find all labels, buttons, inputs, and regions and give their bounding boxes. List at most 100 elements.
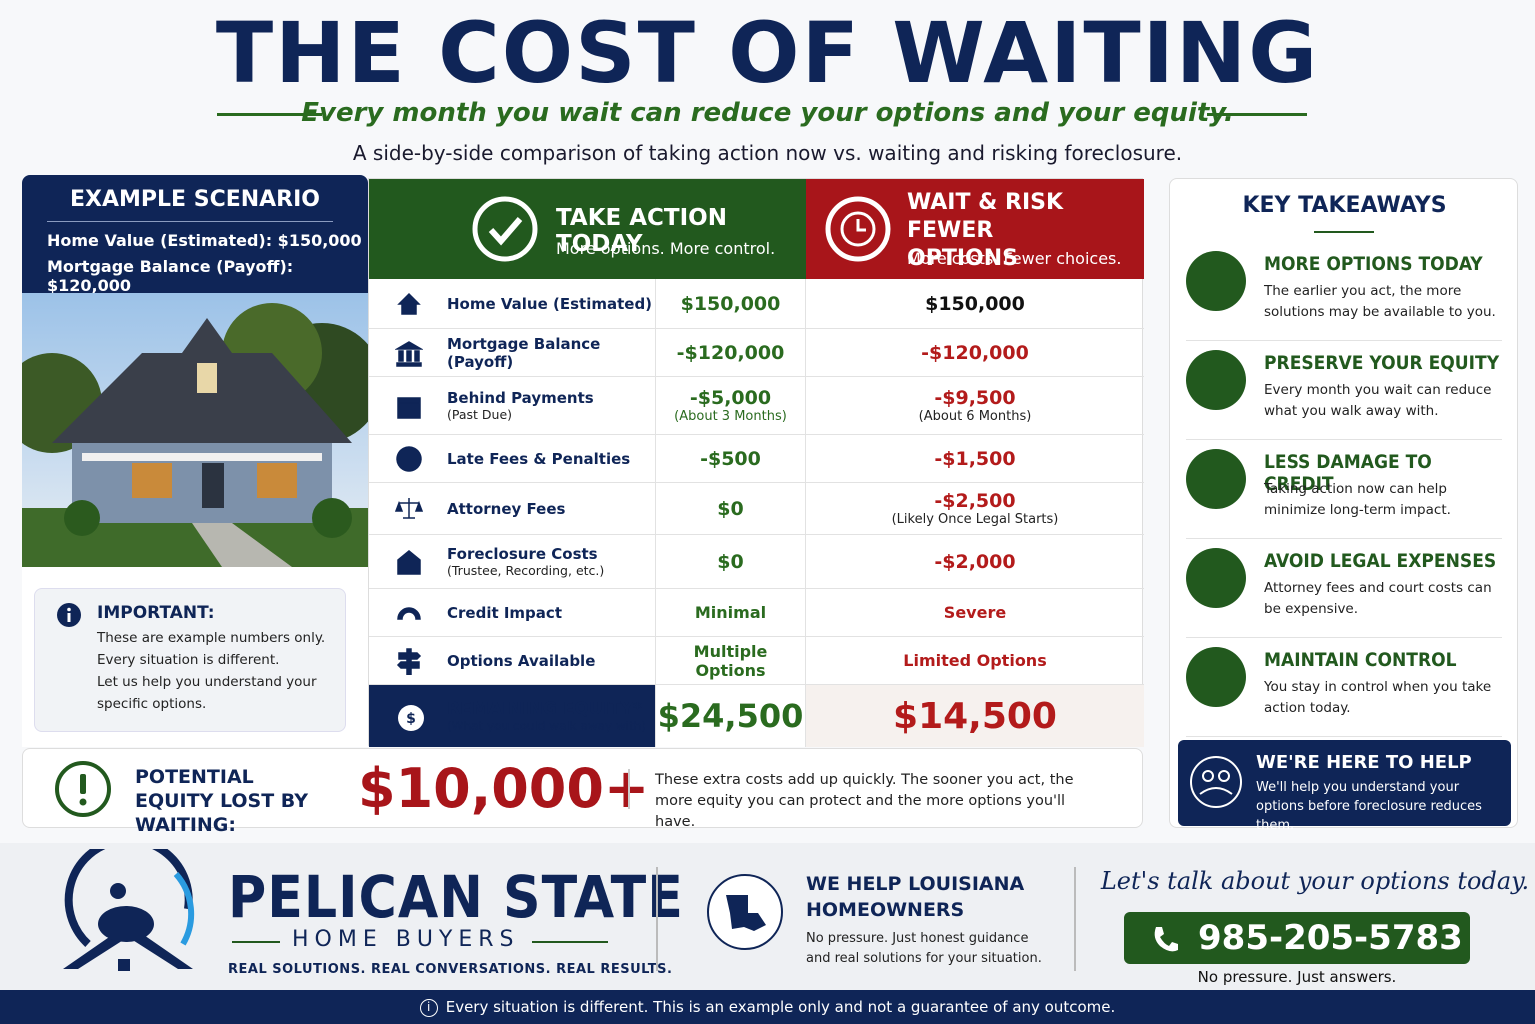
comparison-table: TAKE ACTION TODAY More options. More con… [368,178,1144,747]
check-icon [472,196,538,262]
info-icon [57,603,81,627]
important-title: IMPORTANT: [97,603,215,623]
help-note: No pressure. Just honest guidance and re… [806,931,1042,966]
wait-note: (Likely Once Legal Starts) [891,512,1059,527]
table-row: Options Available Multiple Options Limited… [369,637,1144,685]
loss-text: These extra costs add up quickly. The so… [655,772,1074,830]
brand: PELICAN STATE [228,863,684,931]
now-cell: $0 [656,535,806,588]
rule [1314,231,1374,233]
takeaway-title: PRESERVE YOUR EQUITY [1264,352,1500,374]
row-label-cell: Mortgage Balance (Payoff) [369,329,656,376]
takeaway-icon [1186,251,1246,311]
important-line: specific options. [97,696,207,712]
louisiana-icon [707,874,783,950]
table-row: Credit Impact Minimal Severe [369,589,1144,637]
takeaway: AVOID LEGAL EXPENSES Attorney fees and co… [1186,538,1502,638]
row-label: Credit Impact [447,603,562,622]
row-label-cell: Behind Payments (Past Due) [369,377,656,434]
takeaway: LESS DAMAGE TO CREDIT Taking action now c… [1186,439,1502,539]
wait-cell: $150,000 [806,279,1144,328]
takeaway: PRESERVE YOUR EQUITY Every month you wait… [1186,340,1502,440]
row-icon [397,396,421,419]
scenario-panel: EXAMPLE SCENARIO Home Value (Estimated):… [22,175,368,747]
now-value: $150,000 [680,292,781,315]
now-value: -$120,000 [676,341,785,364]
help-heading: WE HELP LOUISIANA HOMEOWNERS [806,873,1025,921]
help-box: WE'RE HERE TO HELP We'll help you unders… [1178,740,1511,833]
scenario-header: EXAMPLE SCENARIO Home Value (Estimated):… [22,175,368,295]
wait-cell: Limited Options [806,637,1144,684]
row-icon [397,606,421,620]
takeaways-title: KEY TAKEAWAYS [1242,193,1447,218]
important-line: Every situation is different. [97,652,280,668]
row-icon [396,445,422,472]
tagline: Every month you wait can reduce your opt… [301,98,1234,128]
svg-text:$: $ [406,711,416,727]
table-row: Mortgage Balance (Payoff) -$120,000 -$120,… [369,329,1144,377]
now-value: $0 [717,550,744,573]
takeaway: MORE OPTIONS TODAY The earlier you act, t… [1186,241,1502,341]
now-value: Minimal [694,603,767,622]
now-cell: $150,000 [656,279,806,328]
table-row: Late Fees & Penalties -$500 -$1,500 [369,435,1144,483]
phone: 985-205-5783 [1198,918,1463,958]
takeaway-title: LESS DAMAGE TO CREDIT [1264,451,1432,495]
clock-icon [825,196,891,262]
row-label-cell: Options Available [369,637,656,684]
wait-header: WAIT & RISK FEWER OPTIONS More costs. Fe… [806,179,1144,279]
wait-title: WAIT & RISK FEWER OPTIONS [907,190,1064,271]
table-row: Attorney Fees $0 -$2,500 (Likely Once Legal… [369,483,1144,535]
row-note: (Past Due) [447,407,513,422]
scenario-line: Home Value (Estimated): $150,000 [47,231,362,250]
help-icon [1190,756,1242,808]
wait-cell: -$2,000 [806,535,1144,588]
wait-value: -$120,000 [921,341,1029,364]
takeaway-icon [1186,449,1246,509]
equity-now: $24,500 [656,685,806,747]
now-cell: $0 [656,483,806,534]
table-row: Behind Payments (Past Due) -$5,000 (About 3… [369,377,1144,435]
now-cell: -$120,000 [656,329,806,376]
icon-shape [397,549,421,575]
table-row: Home Value (Estimated) $150,000 $150,000 [369,279,1144,329]
takeaway-icon [1186,350,1246,410]
scenario-line: Mortgage Balance (Payoff): $120,000 [47,257,294,295]
takeaway-icon [1186,548,1246,608]
loss-bar: POTENTIAL EQUITY LOST BY WAITING: $10,00… [22,748,1143,836]
wait-note: (About 6 Months) [918,409,1032,424]
important-text: These are example numbers only. Every sit… [97,627,325,715]
footer: PELICAN STATE HOME BUYERS REAL SOLUTIONS… [0,843,1535,990]
rule [1207,113,1307,116]
wait-value: -$1,500 [934,447,1016,470]
now-cell: -$5,000 (About 3 Months) [656,377,806,434]
wait-cell: Severe [806,589,1144,636]
equity-label-cell: $ REMAINING EQUITY* (What you could walk… [369,685,656,747]
takeaway-title: AVOID LEGAL EXPENSES [1264,550,1497,572]
disclaimer: Every situation is different. This is an… [445,998,1116,1016]
row-label: Mortgage Balance (Payoff) [447,334,601,371]
phone-note: No pressure. Just answers. [1197,968,1397,986]
row-label: Options Available [447,651,596,670]
takeaway-icon [1186,647,1246,707]
divider [656,867,658,971]
icon-shape [397,292,421,315]
wait-value: -$9,500 [934,387,1016,409]
row-note: (Trustee, Recording, etc.) [447,563,605,578]
takeaways-panel: KEY TAKEAWAYS MORE OPTIONS TODAY The earl… [1169,178,1518,833]
wait-cell: -$9,500 (About 6 Months) [806,377,1144,434]
equity-wait: $14,500 [806,685,1144,747]
money-icon: $ [398,705,424,731]
row-icon [396,647,422,675]
now-cell: Minimal [656,589,806,636]
now-value: -$5,000 [689,387,772,409]
scenario-title: EXAMPLE SCENARIO [69,187,321,212]
phone-button[interactable]: 985-205-5783 [1124,912,1470,964]
important-line: Let us help you understand your [97,674,317,690]
row-label: Behind Payments [447,389,594,407]
now-cell: -$500 [656,435,806,482]
equity-label: REMAINING EQUITY* [447,699,642,719]
equity-note: (What you could walk away with) [447,719,647,733]
cta: Let's talk about your options today. [1100,867,1530,895]
